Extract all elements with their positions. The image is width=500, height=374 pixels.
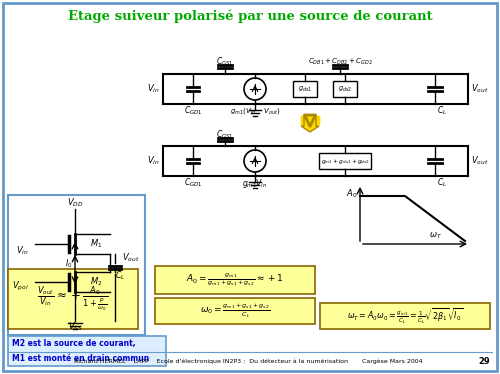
Text: $C_{GD1}$: $C_{GD1}$ (184, 177, 202, 189)
Text: $g_{ds1}$: $g_{ds1}$ (298, 85, 312, 94)
Text: $V_{in}$: $V_{in}$ (16, 245, 28, 257)
Text: $\omega_T = A_0\omega_0 = \frac{g_{m1}}{C_L} = \frac{1}{C_L}\sqrt{2\beta_1}\sqrt: $\omega_T = A_0\omega_0 = \frac{g_{m1}}{… (347, 306, 463, 326)
Text: $C_L$: $C_L$ (115, 270, 125, 282)
Text: $C_{GD1}$: $C_{GD1}$ (184, 105, 202, 117)
FancyBboxPatch shape (155, 266, 315, 294)
Text: 29: 29 (478, 356, 490, 365)
FancyBboxPatch shape (8, 195, 145, 335)
FancyBboxPatch shape (8, 269, 138, 329)
Text: $V_{SS}$: $V_{SS}$ (68, 321, 82, 333)
Text: $C_{GS1}$: $C_{GS1}$ (216, 129, 234, 141)
Text: $C_L$: $C_L$ (437, 105, 447, 117)
Text: $V_{out}$: $V_{out}$ (122, 252, 140, 264)
Text: $V_{out}$: $V_{out}$ (471, 155, 488, 167)
FancyBboxPatch shape (319, 153, 371, 169)
Text: $C_{DB1}+C_{DB2}+C_{GD2}$: $C_{DB1}+C_{DB2}+C_{GD2}$ (308, 57, 372, 67)
Text: $M_1$: $M_1$ (90, 238, 102, 250)
Text: $I_0$: $I_0$ (64, 257, 72, 270)
Text: $C_L$: $C_L$ (437, 177, 447, 189)
Text: $M_2$: $M_2$ (90, 276, 102, 288)
Text: $\omega_0 = \frac{g_{m1}+g_{s1}+g_{s2}}{C_L}$: $\omega_0 = \frac{g_{m1}+g_{s1}+g_{s2}}{… (200, 302, 270, 320)
Text: $V_{out}$: $V_{out}$ (471, 83, 488, 95)
FancyArrow shape (301, 116, 319, 132)
Text: Richard HERMEL    LAPP    Ecole d'électronique IN2P3 :  Du détecteur à la numéri: Richard HERMEL LAPP Ecole d'électronique… (74, 358, 422, 364)
Text: $V_{DD}$: $V_{DD}$ (67, 197, 83, 209)
Text: $g_{m1}+g_{ds1}+g_{ds2}$: $g_{m1}+g_{ds1}+g_{ds2}$ (320, 156, 370, 166)
Text: $V_{pol}$: $V_{pol}$ (12, 279, 28, 292)
FancyBboxPatch shape (320, 303, 490, 329)
Text: $g_{m1}V_{in}$: $g_{m1}V_{in}$ (242, 177, 268, 190)
FancyBboxPatch shape (293, 81, 317, 97)
Text: $A_0$: $A_0$ (346, 188, 358, 200)
Text: M2 est la source de courant,
M1 est monté en drain commun: M2 est la source de courant, M1 est mont… (12, 339, 149, 363)
Text: $V_{in}$: $V_{in}$ (148, 83, 160, 95)
Text: $g_{m1}(V_{in}-V_{out})$: $g_{m1}(V_{in}-V_{out})$ (230, 106, 280, 116)
Text: $\omega_T$: $\omega_T$ (428, 231, 442, 241)
Text: $g_{ds2}$: $g_{ds2}$ (338, 85, 352, 94)
FancyBboxPatch shape (8, 336, 166, 366)
FancyBboxPatch shape (333, 81, 357, 97)
Text: $\frac{V_{out}}{V_{in}} \approx +\frac{A_0}{1+\frac{p}{\omega_0}}$: $\frac{V_{out}}{V_{in}} \approx +\frac{A… (37, 285, 109, 313)
FancyBboxPatch shape (3, 3, 497, 371)
Text: $V_{in}$: $V_{in}$ (148, 155, 160, 167)
FancyBboxPatch shape (155, 298, 315, 324)
Text: $C_{GS1}$: $C_{GS1}$ (216, 56, 234, 68)
Text: $A_0 = \frac{g_{m1}}{g_{m1}+g_{s1}+g_{s2}} \approx +1$: $A_0 = \frac{g_{m1}}{g_{m1}+g_{s1}+g_{s2… (186, 272, 284, 288)
Text: Etage suiveur polarisé par une source de courant: Etage suiveur polarisé par une source de… (68, 9, 432, 23)
